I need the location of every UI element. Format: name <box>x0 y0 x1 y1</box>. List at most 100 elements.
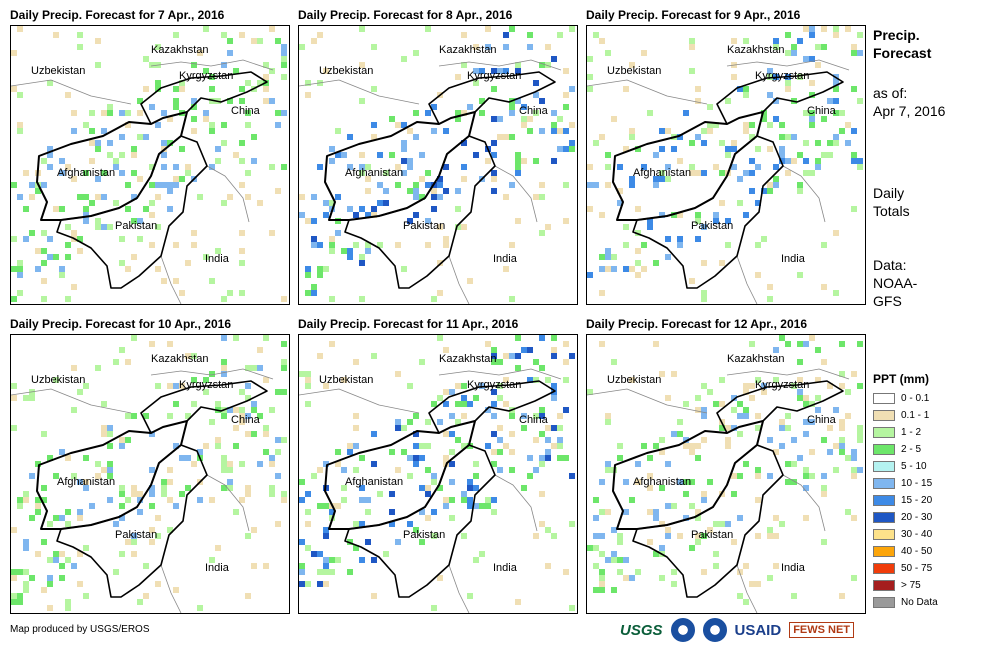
precip-cell <box>731 146 737 152</box>
precip-cell <box>569 140 575 146</box>
precip-cell <box>545 449 551 455</box>
as-of-date: as of: Apr 7, 2016 <box>873 84 945 120</box>
precip-cell <box>17 260 23 266</box>
precip-cell <box>101 401 107 407</box>
legend-label: 1 - 2 <box>901 427 922 438</box>
legend-swatch <box>873 512 895 523</box>
country-border <box>150 368 274 380</box>
precip-cell <box>809 116 815 122</box>
precip-cell <box>545 62 551 68</box>
precip-cell <box>743 461 749 467</box>
precip-cell <box>473 152 479 158</box>
precip-cell <box>323 200 329 206</box>
precip-cell <box>347 248 353 254</box>
precip-cell <box>695 212 701 218</box>
precip-cell <box>353 467 359 473</box>
precip-cell <box>395 122 401 128</box>
fewsnet-logo: FEWS NET <box>789 622 855 638</box>
precip-cell <box>503 377 509 383</box>
precip-cell <box>491 116 497 122</box>
legend-item: 30 - 40 <box>873 526 938 543</box>
legend-label: 10 - 15 <box>901 478 933 489</box>
precip-cell <box>17 122 23 128</box>
precip-cell <box>167 413 173 419</box>
precip-cell <box>845 389 851 395</box>
precip-cell <box>815 377 821 383</box>
precip-cell <box>653 182 659 188</box>
precip-cell <box>239 230 245 236</box>
precip-cell <box>755 272 761 278</box>
precip-cell <box>221 359 227 365</box>
precip-cell <box>857 431 863 437</box>
precip-cell <box>89 158 95 164</box>
precip-cell <box>275 389 281 395</box>
precip-cell <box>221 461 227 467</box>
precip-cell <box>35 497 41 503</box>
precip-cell <box>473 68 479 74</box>
precip-cell <box>245 80 251 86</box>
precip-cell <box>59 515 65 521</box>
precip-cell <box>47 254 53 260</box>
precip-cell <box>119 551 125 557</box>
precip-cell <box>203 254 209 260</box>
precip-cell <box>221 296 227 302</box>
precip-cell <box>83 170 89 176</box>
precip-cell <box>719 521 725 527</box>
precip-cell <box>755 473 761 479</box>
precip-cell <box>311 473 317 479</box>
precip-cell <box>29 230 35 236</box>
precip-cell <box>59 563 65 569</box>
precip-cell <box>719 377 725 383</box>
precip-cell <box>371 212 377 218</box>
precip-cell <box>443 347 449 353</box>
precip-cell <box>827 425 833 431</box>
precip-cell <box>377 242 383 248</box>
precip-cell <box>263 98 269 104</box>
precip-cell <box>587 86 593 92</box>
precip-cell <box>227 194 233 200</box>
precip-cell <box>209 128 215 134</box>
precip-cell <box>149 485 155 491</box>
precip-cell <box>611 557 617 563</box>
precip-cell <box>11 593 17 599</box>
precip-cell <box>149 164 155 170</box>
pakistan-border <box>344 135 496 289</box>
precip-cell <box>671 146 677 152</box>
precip-cell <box>443 236 449 242</box>
precip-cell <box>659 521 665 527</box>
precip-cell <box>695 395 701 401</box>
precip-cell <box>11 599 17 605</box>
precip-cell <box>839 110 845 116</box>
precip-cell <box>131 152 137 158</box>
precip-cell <box>149 467 155 473</box>
precip-cell <box>275 188 281 194</box>
data-source: Data: NOAA- GFS <box>873 256 917 310</box>
precip-cell <box>371 593 377 599</box>
map-label-china: China <box>519 414 549 426</box>
precip-cell <box>113 200 119 206</box>
precip-cell <box>497 359 503 365</box>
precip-cell <box>647 110 653 116</box>
precip-cell <box>317 266 323 272</box>
precip-cell <box>491 86 497 92</box>
precip-cell <box>683 515 689 521</box>
country-border <box>299 79 420 105</box>
precip-cell <box>713 401 719 407</box>
precip-cell <box>419 176 425 182</box>
precip-cell <box>281 44 287 50</box>
precip-cell <box>53 206 59 212</box>
precip-cell <box>653 176 659 182</box>
precip-cell <box>95 140 101 146</box>
precip-cell <box>191 128 197 134</box>
precip-cell <box>359 260 365 266</box>
precip-cell <box>449 461 455 467</box>
precip-cell <box>161 278 167 284</box>
precip-cell <box>101 224 107 230</box>
data-line2: NOAA- <box>873 275 918 291</box>
precip-cell <box>443 164 449 170</box>
precip-cell <box>53 254 59 260</box>
precip-cell <box>605 50 611 56</box>
precip-cell <box>455 206 461 212</box>
legend-label: No Data <box>901 597 938 608</box>
precip-cell <box>425 419 431 425</box>
